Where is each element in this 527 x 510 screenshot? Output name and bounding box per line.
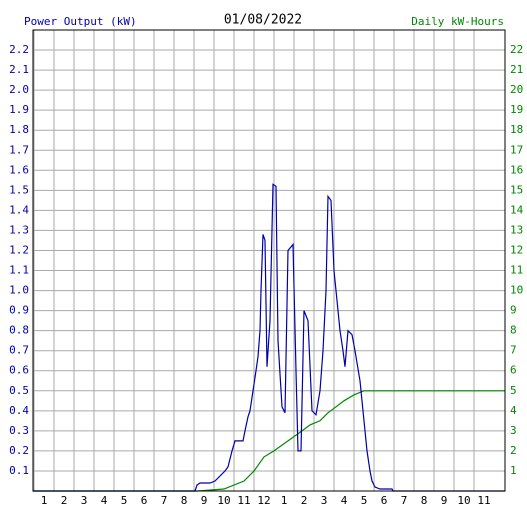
y-tick-label: 1.3: [9, 223, 29, 236]
x-tick-label: 2: [301, 494, 308, 507]
y2-tick-label: 17: [510, 143, 523, 156]
series-line: [33, 183, 505, 492]
y2-tick-label: 15: [510, 183, 523, 196]
x-tick-label: 3: [321, 494, 328, 507]
y2-tick-label: 7: [510, 344, 517, 357]
y-tick-label: 0.4: [9, 404, 29, 417]
x-tick-label: 7: [401, 494, 408, 507]
x-tick-label: 1: [41, 494, 48, 507]
chart-title: 01/08/2022: [224, 13, 302, 28]
y-axis-title: Power Output (kW): [24, 15, 137, 28]
y2-tick-label: 12: [510, 243, 523, 256]
x-tick-label: 12: [257, 494, 270, 507]
x-tick-label: 1: [281, 494, 288, 507]
y2-tick-label: 2: [510, 444, 517, 457]
y-tick-label: 1.0: [9, 284, 29, 297]
y2-tick-label: 1: [510, 464, 517, 477]
x-tick-label: 6: [381, 494, 388, 507]
x-tick-label: 10: [217, 494, 230, 507]
x-tick-label: 9: [201, 494, 208, 507]
y2-tick-label: 10: [510, 284, 523, 297]
x-tick-label: 8: [421, 494, 428, 507]
x-tick-label: 5: [121, 494, 128, 507]
grid: [33, 30, 505, 491]
y-tick-label: 1.1: [9, 264, 29, 277]
y-tick-label: 2.1: [9, 63, 29, 76]
y2-tick-label: 21: [510, 63, 523, 76]
x-tick-label: 9: [441, 494, 448, 507]
y2-tick-label: 13: [510, 223, 523, 236]
y-tick-label: 2.2: [9, 43, 29, 56]
plot-border: [32, 29, 506, 492]
y2-tick-label: 20: [510, 83, 523, 96]
y2-tick-label: 6: [510, 364, 517, 377]
y-tick-label: 0.7: [9, 344, 29, 357]
y2-tick-label: 19: [510, 103, 523, 116]
y2-tick-label: 4: [510, 404, 517, 417]
y-tick-label: 1.7: [9, 143, 29, 156]
y2-tick-label: 22: [510, 43, 523, 56]
y2-tick-label: 9: [510, 304, 517, 317]
y-tick-label: 1.6: [9, 163, 29, 176]
y2-tick-label: 8: [510, 324, 517, 337]
x-tick-label: 4: [341, 494, 348, 507]
y2-tick-label: 3: [510, 424, 517, 437]
y-tick-label: 0.8: [9, 324, 29, 337]
x-tick-label: 8: [181, 494, 188, 507]
y-tick-label: 1.4: [9, 203, 29, 216]
y2-tick-label: 11: [510, 264, 523, 277]
y2-tick-label: 5: [510, 384, 517, 397]
x-tick-label: 6: [141, 494, 148, 507]
y2-tick-label: 18: [510, 123, 523, 136]
y-tick-label: 0.9: [9, 304, 29, 317]
y-tick-label: 2.0: [9, 83, 29, 96]
y-tick-label: 1.8: [9, 123, 29, 136]
y2-tick-label: 16: [510, 163, 523, 176]
x-tick-label: 10: [457, 494, 470, 507]
y2-tick-label: 14: [510, 203, 524, 216]
y-tick-label: 0.5: [9, 384, 29, 397]
y-tick-label: 0.2: [9, 444, 29, 457]
x-tick-label: 3: [81, 494, 88, 507]
y-tick-label: 0.3: [9, 424, 29, 437]
x-tick-label: 5: [361, 494, 368, 507]
x-tick-label: 2: [61, 494, 68, 507]
y2-axis-title: Daily kW-Hours: [411, 15, 504, 28]
x-tick-label: 7: [161, 494, 168, 507]
plot: [33, 183, 505, 492]
x-tick-label: 11: [477, 494, 490, 507]
y-tick-label: 1.9: [9, 103, 29, 116]
y-tick-label: 0.6: [9, 364, 29, 377]
y-tick-label: 0.1: [9, 464, 29, 477]
x-tick-label: 4: [101, 494, 108, 507]
y-tick-label: 1.2: [9, 243, 29, 256]
x-tick-label: 11: [237, 494, 250, 507]
y-tick-label: 1.5: [9, 183, 29, 196]
